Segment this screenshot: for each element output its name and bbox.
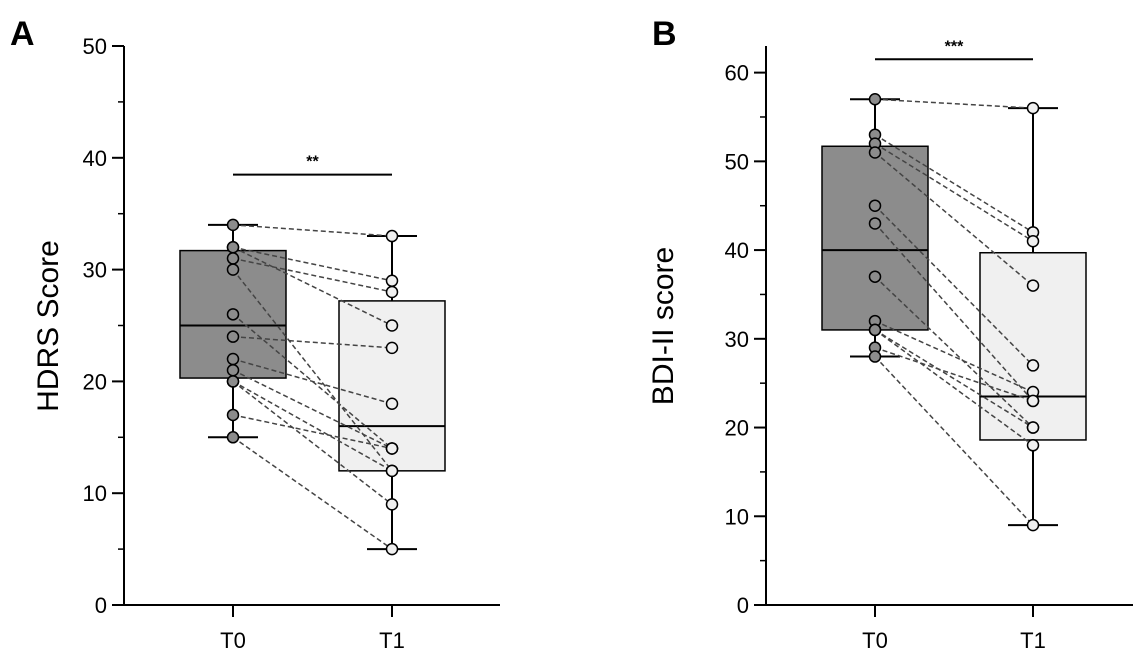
paired-line	[232, 414, 393, 450]
paired-line	[232, 246, 393, 327]
point-t1	[385, 341, 399, 355]
point-t0	[226, 375, 240, 388]
y-tick-label: 60	[725, 61, 749, 86]
point-t0	[226, 263, 240, 276]
point-t0	[226, 431, 240, 444]
paired-line	[874, 276, 1034, 429]
point-t1	[1026, 394, 1040, 408]
point-t0	[868, 217, 882, 230]
point-t0	[868, 92, 882, 106]
point-t0	[868, 323, 882, 337]
point-t1	[1026, 439, 1040, 452]
point-t0	[226, 330, 240, 343]
y-tick-label: 20	[725, 416, 749, 441]
point-t1	[1026, 421, 1040, 434]
y-tick-label: 0	[737, 593, 749, 618]
point-t1	[385, 464, 399, 478]
paired-line	[232, 335, 393, 349]
point-t1	[385, 442, 399, 455]
y-tick-label: 40	[83, 146, 107, 171]
point-t1	[1026, 101, 1040, 115]
panel-letter: B	[652, 15, 677, 53]
paired-line	[232, 380, 393, 472]
point-t0	[226, 240, 240, 254]
point-t1	[385, 319, 399, 332]
point-t1	[385, 274, 399, 288]
paired-line	[232, 224, 393, 237]
point-t0	[868, 350, 882, 363]
point-t0	[226, 408, 240, 422]
paired-line	[874, 142, 1034, 242]
paired-line	[874, 205, 1034, 366]
box-t1	[979, 251, 1087, 441]
paired-line	[874, 329, 1034, 429]
significance-label: ***	[945, 38, 964, 55]
y-tick-label: 40	[725, 238, 749, 263]
point-t1	[1026, 518, 1040, 532]
point-t1	[385, 542, 399, 556]
paired-line	[232, 380, 393, 505]
point-t0	[226, 218, 240, 232]
y-tick-label: 50	[83, 34, 107, 59]
paired-line	[232, 246, 393, 282]
significance-label: **	[306, 154, 319, 171]
point-t1	[385, 285, 399, 299]
paired-line	[232, 369, 393, 450]
paired-line	[232, 436, 393, 550]
y-tick-label: 20	[83, 369, 107, 394]
y-tick-label: 10	[83, 481, 107, 506]
paired-line	[874, 98, 1034, 109]
y-axis-title: BDI-II score	[647, 247, 680, 405]
y-tick-label: 30	[83, 258, 107, 283]
paired-line	[874, 151, 1034, 287]
point-t1	[385, 498, 399, 511]
paired-line	[874, 356, 1034, 526]
x-tick-label-t1: T1	[379, 628, 405, 653]
point-t1	[1026, 279, 1040, 292]
paired-line	[874, 329, 1034, 446]
point-t1	[385, 397, 399, 411]
panel-b: B 0 10 20 30 40 50 60 BDI-II score T0 T1 ***	[647, 15, 1133, 653]
point-t0	[868, 270, 882, 283]
paired-line	[874, 320, 1034, 393]
y-tick-label: 30	[725, 327, 749, 352]
y-tick-label: 10	[725, 504, 749, 529]
y-tick-label: 0	[95, 593, 107, 618]
point-t1	[385, 229, 399, 243]
point-t0	[868, 146, 882, 159]
panel-letter: A	[10, 15, 35, 53]
point-t0	[226, 363, 240, 377]
paired-line	[874, 346, 1034, 402]
x-tick-label-t0: T0	[220, 628, 246, 653]
x-tick-label-t0: T0	[862, 628, 888, 653]
point-t0	[226, 308, 240, 321]
paired-line	[874, 134, 1034, 233]
point-t0	[868, 199, 882, 212]
y-axis-title: HDRS Score	[32, 240, 65, 412]
box-t0	[821, 145, 929, 331]
y-tick-label: 50	[725, 149, 749, 174]
paired-line	[232, 257, 393, 293]
paired-line	[232, 358, 393, 405]
paired-line	[232, 269, 393, 472]
point-t1	[1026, 234, 1040, 248]
x-tick-label-t1: T1	[1020, 628, 1046, 653]
point-t1	[1026, 359, 1040, 372]
point-t0	[226, 352, 240, 366]
panel-a: A 0 10 20 30 40 50 HDRS Score T0 T1 **	[10, 15, 500, 653]
point-t0	[226, 252, 240, 265]
